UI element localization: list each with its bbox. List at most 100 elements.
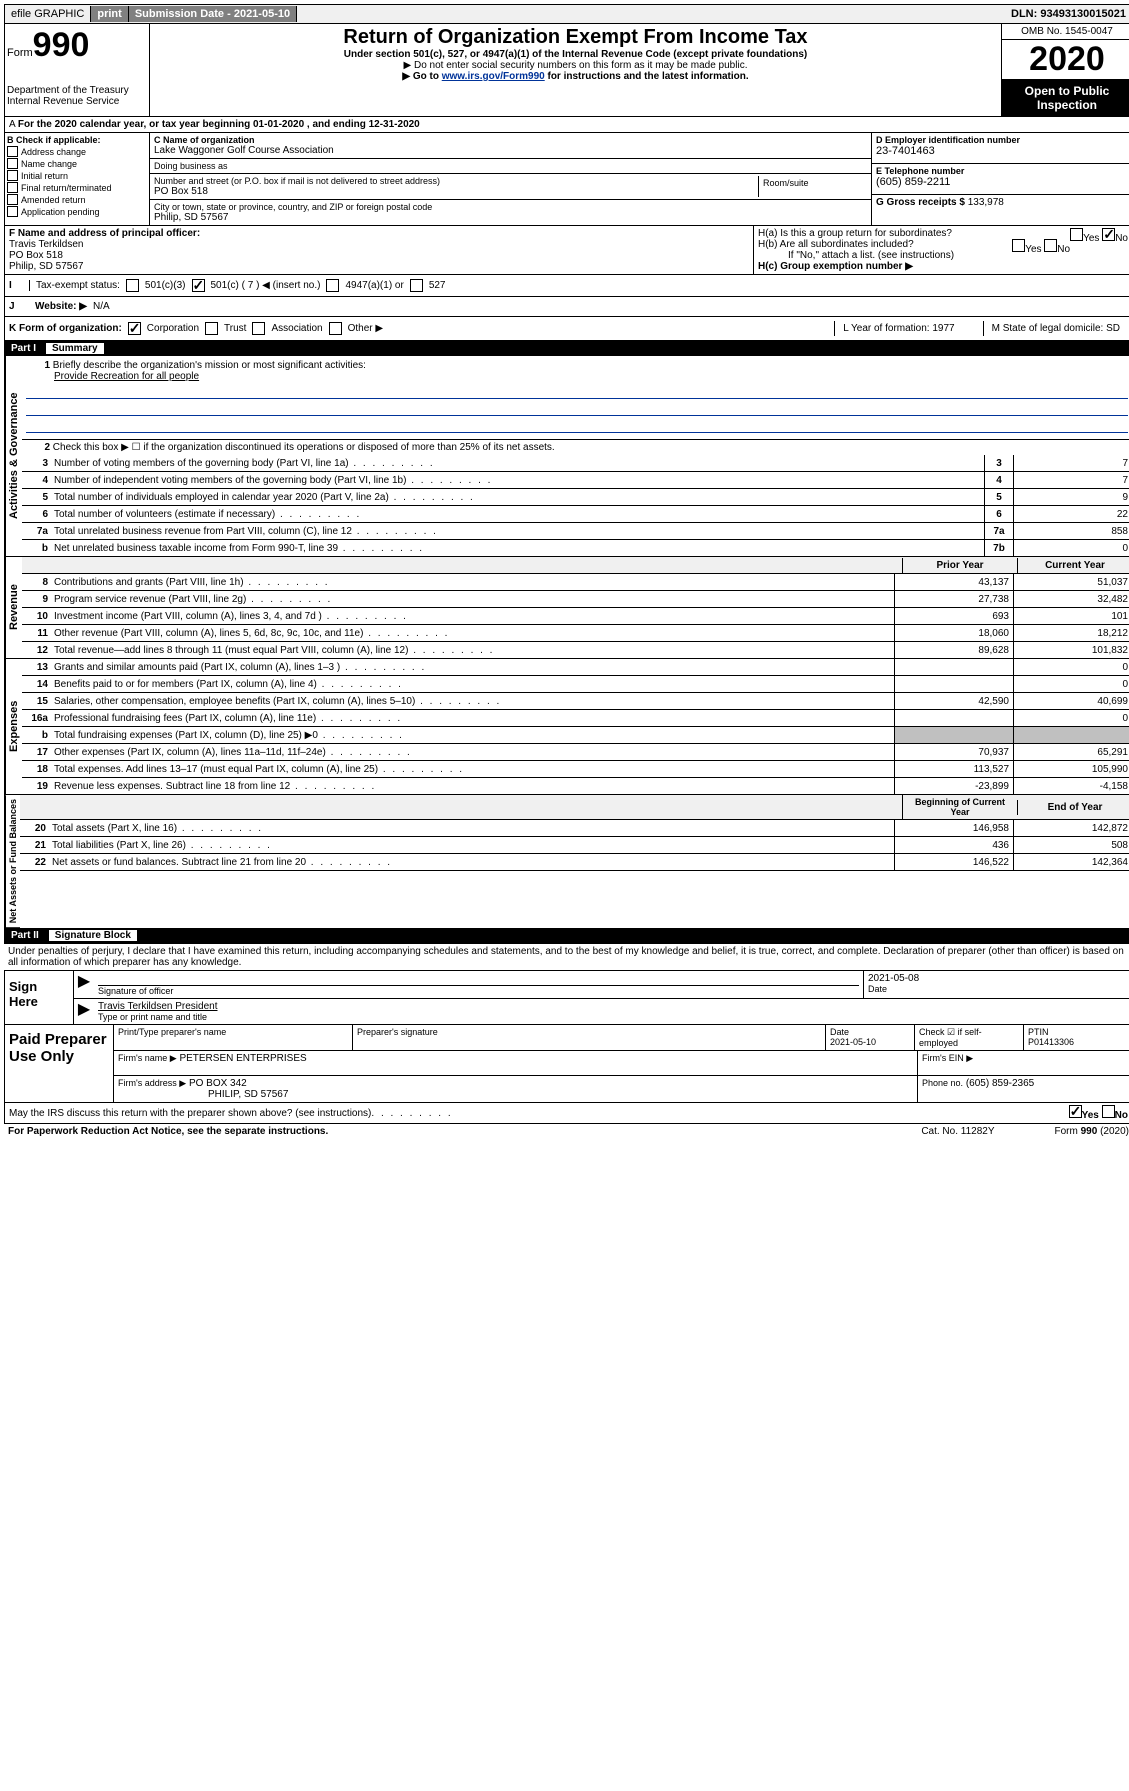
chk-pending[interactable] (7, 206, 18, 217)
firm-ein-label: Firm's EIN ▶ (922, 1053, 973, 1063)
summary-row: 16aProfessional fundraising fees (Part I… (22, 710, 1129, 727)
chk-address-change[interactable] (7, 146, 18, 157)
firm-phone: (605) 859-2365 (966, 1078, 1034, 1089)
dln: DLN: 93493130015021 (1005, 6, 1129, 22)
discuss-no[interactable] (1102, 1105, 1115, 1118)
q1-text: Briefly describe the organization's miss… (53, 360, 366, 371)
summary-row: 18Total expenses. Add lines 13–17 (must … (22, 761, 1129, 778)
arrow-icon: ▶ (74, 999, 94, 1024)
h-a-row: H(a) Is this a group return for subordin… (758, 228, 1128, 239)
omb-number: OMB No. 1545-0047 (1002, 24, 1129, 40)
summary-row: 9Program service revenue (Part VIII, lin… (22, 591, 1129, 608)
paid-preparer-section: Paid Preparer Use Only Print/Type prepar… (4, 1025, 1129, 1103)
summary-row: 8Contributions and grants (Part VIII, li… (22, 574, 1129, 591)
chk-4947[interactable] (326, 279, 339, 292)
discuss-yes[interactable] (1069, 1105, 1082, 1118)
phone-label: E Telephone number (876, 166, 1128, 176)
chk-final[interactable] (7, 182, 18, 193)
note-goto: ▶ Go to www.irs.gov/Form990 for instruct… (152, 71, 999, 82)
summary-row: 3Number of voting members of the governi… (22, 455, 1129, 472)
hdr-beg: Beginning of Current Year (902, 795, 1017, 819)
row-a-period: A For the 2020 calendar year, or tax yea… (5, 117, 1129, 133)
hb-no[interactable] (1044, 239, 1057, 252)
summary-row: 4Number of independent voting members of… (22, 472, 1129, 489)
side-netassets: Net Assets or Fund Balances (5, 795, 20, 928)
name-label: C Name of organization (154, 135, 867, 145)
officer-addr2: Philip, SD 57567 (9, 261, 749, 272)
officer-label: F Name and address of principal officer: (9, 228, 749, 239)
submission-date: Submission Date - 2021-05-10 (129, 6, 297, 22)
summary-row: 15Salaries, other compensation, employee… (22, 693, 1129, 710)
ein-label: D Employer identification number (876, 135, 1128, 145)
irs-link[interactable]: www.irs.gov/Form990 (442, 71, 545, 82)
summary-row: 6Total number of volunteers (estimate if… (22, 506, 1129, 523)
chk-name-change[interactable] (7, 158, 18, 169)
summary-row: 22Net assets or fund balances. Subtract … (20, 854, 1129, 871)
ha-yes[interactable] (1070, 228, 1083, 241)
part-ii-header: Part II Signature Block (5, 928, 1129, 943)
phone-value: (605) 859-2211 (876, 176, 1128, 188)
street-address: PO Box 518 (154, 186, 758, 197)
note-ssn: ▶ Do not enter social security numbers o… (152, 60, 999, 71)
hdr-curr: Current Year (1017, 558, 1129, 573)
hb-yes[interactable] (1012, 239, 1025, 252)
k-row: K Form of organization: Corporation Trus… (5, 317, 1129, 341)
type-name-label: Type or print name and title (98, 1012, 1128, 1022)
sign-here-label: Sign Here (5, 971, 74, 1024)
paid-label: Paid Preparer Use Only (5, 1025, 114, 1102)
date-label: Date (868, 984, 1128, 994)
chk-corp[interactable] (128, 322, 141, 335)
prep-name-hdr: Print/Type preparer's name (114, 1025, 353, 1050)
chk-501c3[interactable] (126, 279, 139, 292)
h-note: If "No," attach a list. (see instruction… (758, 250, 1128, 261)
chk-initial[interactable] (7, 170, 18, 181)
tax-year: 2020 (1002, 40, 1129, 80)
chk-501c[interactable] (192, 279, 205, 292)
chk-527[interactable] (410, 279, 423, 292)
gross-label: G Gross receipts $ (876, 197, 965, 208)
subtitle: Under section 501(c), 527, or 4947(a)(1)… (152, 49, 999, 60)
tax-status-row: I Tax-exempt status: 501(c)(3) 501(c) ( … (5, 275, 1129, 297)
dba-label: Doing business as (154, 161, 867, 171)
ptin: PTINP01413306 (1024, 1025, 1129, 1050)
department: Department of the Treasury Internal Reve… (7, 85, 147, 107)
box-b: B Check if applicable: Address change Na… (5, 133, 150, 225)
website-value: N/A (93, 301, 110, 312)
footer: For Paperwork Reduction Act Notice, see … (4, 1124, 1129, 1139)
arrow-icon: ▶ (74, 971, 94, 998)
signature-label: Signature of officer (98, 986, 859, 996)
summary-row: 11Other revenue (Part VIII, column (A), … (22, 625, 1129, 642)
ha-no[interactable] (1102, 228, 1115, 241)
officer-typed-name: Travis Terkildsen President (98, 1001, 1128, 1012)
officer-name: Travis Terkildsen (9, 239, 749, 250)
side-revenue: Revenue (5, 557, 22, 659)
state-domicile: M State of legal domicile: SD (983, 321, 1128, 336)
officer-addr1: PO Box 518 (9, 250, 749, 261)
prep-sig-hdr: Preparer's signature (353, 1025, 826, 1050)
firm-addr: PO BOX 342 (189, 1078, 247, 1089)
ein-value: 23-7401463 (876, 145, 1128, 157)
summary-row: 17Other expenses (Part IX, column (A), l… (22, 744, 1129, 761)
chk-amended[interactable] (7, 194, 18, 205)
print-button[interactable]: print (91, 6, 128, 22)
discuss-row: May the IRS discuss this return with the… (4, 1103, 1129, 1124)
gross-value: 133,978 (968, 197, 1004, 208)
main-title: Return of Organization Exempt From Incom… (152, 26, 999, 49)
summary-row: 12Total revenue—add lines 8 through 11 (… (22, 642, 1129, 659)
summary-row: 14Benefits paid to or for members (Part … (22, 676, 1129, 693)
summary-row: 7aTotal unrelated business revenue from … (22, 523, 1129, 540)
part-i-header: Part I Summary (5, 341, 1129, 356)
self-employed: Check ☑ if self-employed (915, 1025, 1024, 1050)
summary-row: 21Total liabilities (Part X, line 26)436… (20, 837, 1129, 854)
chk-other[interactable] (329, 322, 342, 335)
room-suite: Room/suite (758, 176, 867, 197)
chk-trust[interactable] (205, 322, 218, 335)
h-c-row: H(c) Group exemption number ▶ (758, 261, 1128, 272)
side-governance: Activities & Governance (5, 356, 22, 557)
chk-assoc[interactable] (252, 322, 265, 335)
city-state-zip: Philip, SD 57567 (154, 212, 867, 223)
summary-row: 5Total number of individuals employed in… (22, 489, 1129, 506)
top-bar: efile GRAPHIC print Submission Date - 20… (4, 4, 1129, 24)
summary-row: 19Revenue less expenses. Subtract line 1… (22, 778, 1129, 795)
summary-row: 13Grants and similar amounts paid (Part … (22, 659, 1129, 676)
